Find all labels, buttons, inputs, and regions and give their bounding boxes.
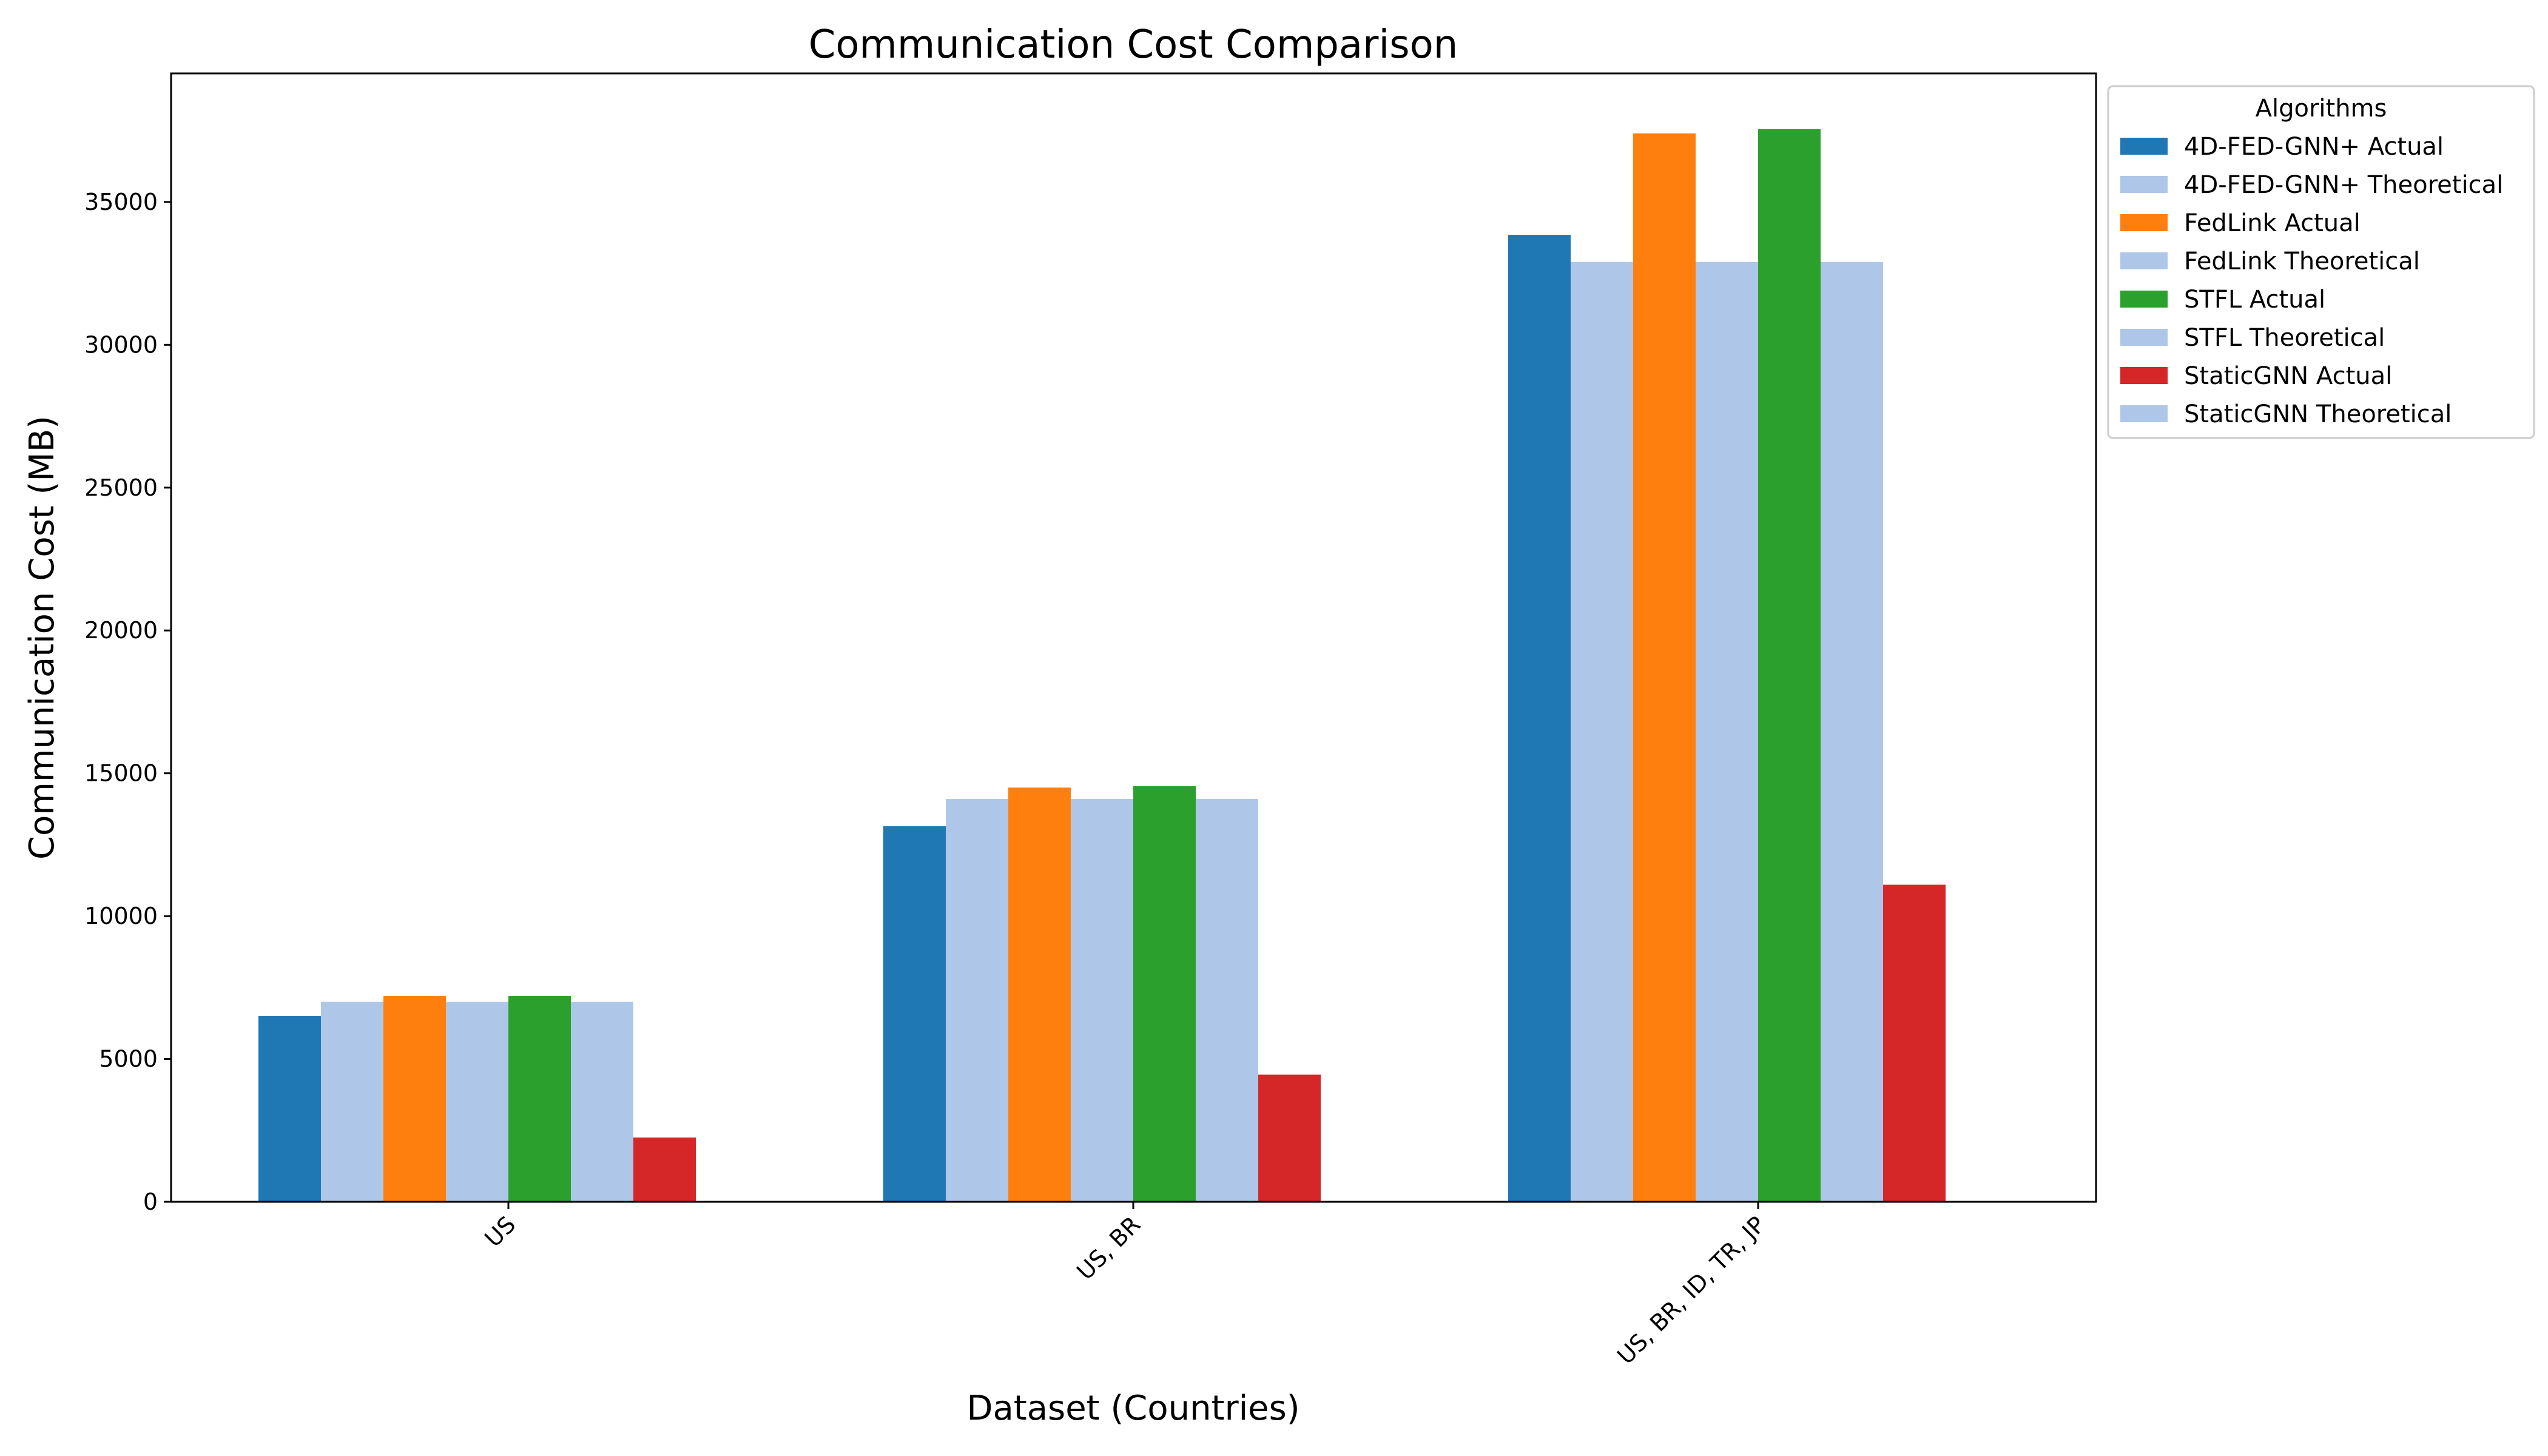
x-axis-ticks: US US, BR US, BR, ID, TR, JP [480,1202,1770,1369]
legend-label-4: FedLink Theoretical [2184,248,2420,275]
y-tick-label-0: 0 [143,1188,158,1215]
legend-label-6: STFL Theoretical [2184,324,2385,352]
x-tick-label-0: US [480,1211,521,1252]
legend-label-5: STFL Actual [2184,286,2325,314]
y-tick-label-3: 15000 [84,760,158,787]
y-tick-label-7: 35000 [84,189,158,215]
bar-7-2 [1258,1074,1321,1202]
legend-title: Algorithms [2256,95,2387,123]
legend-label-8: StaticGNN Theoretical [2184,400,2452,428]
y-tick-label-4: 20000 [84,617,158,644]
legend-swatch-2 [2120,176,2168,193]
bar-2-2 [946,799,1008,1202]
x-tick-label-1: US, BR [1071,1211,1145,1285]
legend-frame [2107,85,2535,439]
bar-3-1 [383,996,446,1202]
legend-swatch-7 [2120,367,2168,384]
chart-title: Communication Cost Comparison [809,22,1458,67]
y-tick-label-2: 10000 [84,903,158,929]
legend-label-3: FedLink Actual [2184,209,2361,237]
bar-1-2 [883,826,946,1202]
legend-label-1: 4D-FED-GNN+ Actual [2184,133,2444,161]
bar-5-1 [508,996,571,1202]
legend-swatch-5 [2120,291,2168,308]
bar-4-3 [1696,261,1758,1202]
bar-6-2 [1196,799,1258,1202]
bar-7-1 [633,1138,696,1202]
legend-swatch-8 [2120,405,2168,422]
legend: Algorithms 4D-FED-GNN+ Actual4D-FED-GNN+… [2107,85,2535,439]
legend-label-7: StaticGNN Actual [2184,362,2392,390]
bar-5-3 [1758,129,1821,1202]
bar-1-1 [258,1016,321,1202]
bar-1-3 [1508,235,1571,1202]
y-axis-ticks: 0 5000 10000 15000 20000 25000 30000 35000 [84,189,171,1215]
bar-3-3 [1633,133,1696,1202]
legend-swatch-3 [2120,214,2168,231]
legend-items: 4D-FED-GNN+ Actual 4D-FED-GNN+ Theoretica… [2120,133,2503,428]
x-axis-title: Dataset (Countries) [966,1389,1299,1428]
legend-label-2: 4D-FED-GNN+ Theoretical [2184,171,2503,199]
x-tick-label-2: US, BR, ID, TR, JP [1612,1211,1770,1369]
bar-6-1 [571,1002,633,1202]
plot-area-frame [170,72,2097,1203]
y-tick-label-6: 30000 [84,331,158,358]
bar-5-2 [1133,786,1196,1202]
bar-3-2 [1008,787,1071,1202]
bar-7-3 [1883,885,1946,1202]
bar-4-1 [446,1002,508,1202]
y-tick-label-1: 5000 [99,1046,158,1073]
legend-swatch-6 [2120,329,2168,346]
y-axis-title: Communication Cost (MB) [22,416,62,860]
bar-2-3 [1571,261,1633,1202]
y-tick-label-5: 25000 [84,474,158,501]
bars-group [258,129,1946,1202]
legend-swatch-4 [2120,252,2168,269]
bar-2-1 [321,1002,383,1202]
bar-6-3 [1821,261,1883,1202]
bar-4-2 [1071,799,1133,1202]
legend-swatch-1 [2120,138,2168,155]
